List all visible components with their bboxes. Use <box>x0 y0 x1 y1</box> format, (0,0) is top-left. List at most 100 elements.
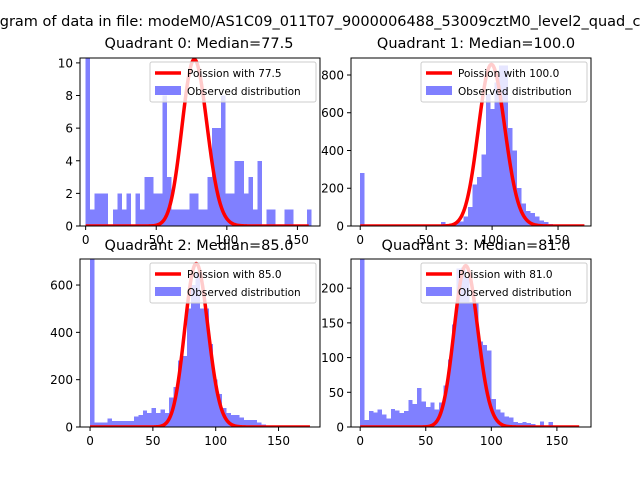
legend-box <box>149 262 317 304</box>
x-tick-label: 150 <box>547 233 570 247</box>
histogram-bar <box>417 388 422 427</box>
subplot-title-2: Quadrant 2: Median=85.0 <box>105 238 294 254</box>
histogram-bar <box>539 220 545 226</box>
histogram-bar <box>98 422 104 427</box>
histogram-bar <box>509 417 514 427</box>
axes-frame <box>79 57 321 227</box>
y-tick-label: 0 <box>336 421 344 435</box>
histogram-bar <box>191 285 196 427</box>
histogram-bar <box>94 193 100 226</box>
histogram-bar <box>195 273 200 427</box>
histogram-bar <box>494 82 500 226</box>
histogram-bar <box>90 209 95 226</box>
y-tick-label: 0 <box>65 421 73 435</box>
x-tick-label: 100 <box>481 233 504 247</box>
y-tick-label: 0 <box>336 220 344 234</box>
legend-label-poisson: Poission with 77.5 <box>187 68 282 80</box>
subplot-quadrant-0: 0 50 100 150 0 2 4 6 8 10 Poission with 77.5 Observ… <box>58 56 321 247</box>
histogram-bar <box>186 308 192 427</box>
y-tick-label: 200 <box>321 282 344 296</box>
histogram-bar <box>456 268 461 427</box>
histogram-bar <box>239 417 244 427</box>
histogram-bar <box>500 412 505 427</box>
legend-label-observed: Observed distribution <box>187 287 301 299</box>
histogram-bar <box>153 193 158 226</box>
histogram-bar <box>430 402 435 427</box>
histogram-bar <box>221 95 226 226</box>
y-tick-label: 10 <box>58 56 73 70</box>
histogram-bar <box>239 160 244 226</box>
x-tick-label: 50 <box>419 233 434 247</box>
histogram-bar <box>125 421 130 427</box>
histogram-bar <box>217 393 222 427</box>
histogram-bar <box>107 418 113 427</box>
legend-box <box>420 262 588 304</box>
x-tick-label: 100 <box>480 434 503 448</box>
histogram-bar <box>490 108 495 226</box>
histogram-bar <box>243 193 249 226</box>
histogram-bar <box>288 209 294 226</box>
histogram-bar <box>103 193 109 226</box>
plot-area <box>84 58 312 226</box>
histogram-bar <box>443 385 448 427</box>
histogram-bar <box>147 412 152 427</box>
subplot-title-3: Quadrant 3: Median=81.0 <box>382 238 571 254</box>
histogram-bar <box>176 209 181 226</box>
histogram-bar <box>121 209 127 226</box>
x-tick-label: 50 <box>149 233 164 247</box>
subplot-title-1: Quadrant 1: Median=100.0 <box>377 36 575 52</box>
histogram-bar <box>112 421 117 427</box>
y-tick-label: 8 <box>65 89 73 103</box>
histogram-bar <box>117 193 122 226</box>
histogram-bar <box>452 324 457 427</box>
histogram-bar <box>544 222 549 226</box>
histogram-bar <box>368 411 374 427</box>
x-tick-label: 100 <box>204 434 227 448</box>
histogram-bar <box>548 422 553 427</box>
histogram-bar <box>162 95 167 226</box>
histogram-bar <box>171 209 176 226</box>
histogram-bar <box>182 356 187 427</box>
histogram-bar <box>178 360 183 427</box>
legend-label-poisson: Poission with 85.0 <box>187 269 282 281</box>
histogram-bar <box>112 209 118 226</box>
x-tick-label: 0 <box>86 434 94 448</box>
histogram-bar <box>504 416 510 427</box>
histogram-bar <box>142 410 148 427</box>
histogram-bar <box>412 404 418 427</box>
histogram-bar <box>467 207 473 226</box>
histogram-bar <box>157 193 163 226</box>
histogram-bar <box>364 420 369 427</box>
histogram-bar <box>539 421 545 427</box>
histogram-bar <box>126 193 131 226</box>
histogram-bar <box>180 209 186 226</box>
histogram-bar <box>481 154 486 226</box>
histogram-bar <box>478 341 483 427</box>
histogram-bar <box>198 209 204 226</box>
y-tick-label: 600 <box>321 106 344 120</box>
histogram-bar <box>103 422 108 427</box>
histogram-bar <box>266 209 271 226</box>
legend: Poission with 77.5 Observed distribution <box>149 61 317 103</box>
y-tick-label: 800 <box>321 68 344 82</box>
axes-frame <box>350 57 592 227</box>
y-tick-label: 200 <box>321 182 344 196</box>
histogram-bar <box>257 422 262 427</box>
histogram-bar <box>138 415 143 427</box>
histogram-bar <box>230 415 236 427</box>
histogram-bar <box>447 359 453 427</box>
histogram-bar <box>230 193 235 226</box>
histogram-bar <box>530 212 536 226</box>
histogram-bar <box>284 209 289 226</box>
histogram-bar <box>307 209 312 226</box>
histogram-bar <box>234 160 240 226</box>
histogram-bar <box>476 176 482 226</box>
axes-frame <box>350 258 592 428</box>
subplot-quadrant-1: 0 50 100 150 0 200 400 600 800 Poission with 100.… <box>321 57 592 247</box>
histogram-bar <box>207 177 213 226</box>
histogram-bar <box>213 379 218 427</box>
x-tick-label: 0 <box>82 233 90 247</box>
histogram-bar <box>513 422 518 427</box>
x-tick-label: 150 <box>545 434 568 448</box>
